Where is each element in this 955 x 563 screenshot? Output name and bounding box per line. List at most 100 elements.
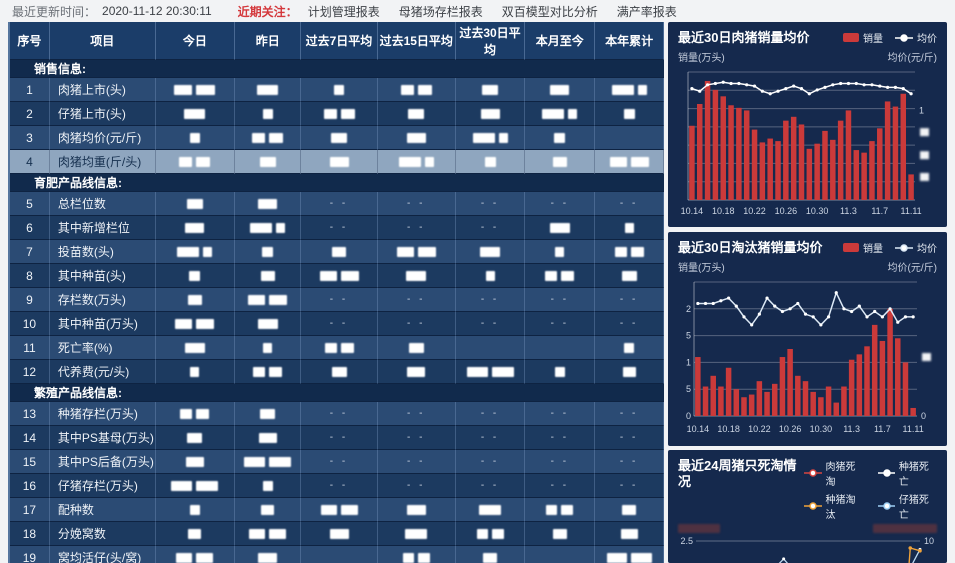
legend-item[interactable]: 销量 <box>843 240 883 255</box>
sales-bars[interactable] <box>689 80 914 200</box>
legend-ring-marker <box>804 469 822 477</box>
cell-value <box>235 192 302 216</box>
cell-value <box>595 240 664 264</box>
cell-value <box>235 360 302 384</box>
legend-item[interactable]: 销量 <box>843 30 883 45</box>
legend-line-marker <box>895 33 913 42</box>
table-row[interactable]: 7 投苗数(头) <box>10 240 664 264</box>
legend-item[interactable]: 肉猪死淘 <box>804 458 863 488</box>
x-axis-labels: 10.14 10.18 10.22 10.26 10.30 11.3 11.7 11.11 <box>687 424 924 434</box>
row-index: 13 <box>10 402 50 426</box>
redacted-value <box>262 246 274 257</box>
table-row[interactable]: 17 配种数 <box>10 498 664 522</box>
table-row[interactable]: 5 总栏位数 - -- -- -- -- - <box>10 192 664 216</box>
redacted-value <box>253 366 266 377</box>
redacted-value <box>406 132 426 143</box>
legend-item[interactable]: 种猪死亡 <box>877 458 937 488</box>
cell-value <box>377 498 456 522</box>
legend-item[interactable]: 仔猪死亡 <box>877 491 937 521</box>
legend-item-label: 销量 <box>863 244 883 255</box>
row-index: 10 <box>10 312 50 336</box>
cell-value: - - <box>525 426 596 450</box>
y-axis-label-right: 均价(元/斤) <box>887 53 937 64</box>
redacted-value <box>248 294 266 305</box>
svg-text:11.11: 11.11 <box>903 424 924 434</box>
redacted-value <box>405 528 428 539</box>
row-label: 其中种苗(头) <box>49 264 156 288</box>
column-header: 序号 <box>10 22 50 60</box>
redacted-value <box>331 366 347 377</box>
cell-value <box>235 240 302 264</box>
table-row[interactable]: 1 肉猪上市(头) <box>10 78 664 102</box>
legend-item[interactable]: 均价 <box>895 30 937 45</box>
row-index: 3 <box>10 126 50 150</box>
cell-value: - - <box>525 288 596 312</box>
table-row[interactable]: 11 死亡率(%) <box>10 336 664 360</box>
table-row[interactable]: 3 肉猪均价(元/斤) <box>10 126 664 150</box>
chart-plot-area: 10.14 10.18 10.22 10.26 10.30 11.3 11.7 11.11 1 <box>678 66 937 223</box>
redacted-value <box>561 270 575 281</box>
price-line[interactable] <box>690 80 913 96</box>
table-row[interactable]: 12 代养费(元/头) <box>10 360 664 384</box>
legend-item[interactable]: 种猪淘汰 <box>804 491 863 521</box>
svg-text:1: 1 <box>686 357 691 367</box>
redacted-value <box>630 552 652 563</box>
top-bar: 最近更新时间： 2020-11-12 20:30:11 近期关注： 计划管理报表… <box>0 0 955 22</box>
redacted-axis-value <box>922 353 931 362</box>
piglet-death-line[interactable] <box>695 547 922 563</box>
column-header: 项目 <box>49 22 156 60</box>
cell-value <box>301 498 378 522</box>
table-row[interactable]: 8 其中种苗(头) <box>10 264 664 288</box>
focus-link[interactable]: 满产率报表 <box>616 4 677 19</box>
redacted-value <box>637 84 647 95</box>
cell-value: - - <box>377 402 456 426</box>
section-header: 销售信息: <box>10 60 664 78</box>
cell-value <box>377 78 456 102</box>
table-row[interactable]: 9 存栏数(万头) - -- -- -- -- - <box>10 288 664 312</box>
redacted-value <box>396 246 414 257</box>
legend-item-label: 种猪淘汰 <box>825 495 856 521</box>
focus-link[interactable]: 计划管理报表 <box>307 4 380 19</box>
focus-link[interactable]: 双百模型对比分析 <box>501 4 598 19</box>
table-row[interactable]: 6 其中新增栏位 - -- -- - <box>10 216 664 240</box>
redacted-value <box>408 108 425 119</box>
table-row[interactable]: 16 仔猪存栏(万头) - -- -- -- -- - <box>10 474 664 498</box>
table-body: 销售信息: 1 肉猪上市(头) 2 仔猪上市(头) 3 肉猪均价(元/斤) 4 肉猪均重(斤/头… <box>10 60 664 563</box>
focus-links: 计划管理报表 母猪场存栏报表 双百模型对比分析 满产率报表 <box>308 3 696 20</box>
focus-link[interactable]: 母猪场存栏报表 <box>398 4 483 19</box>
redacted-value <box>622 504 637 515</box>
table-row[interactable]: 15 其中PS后备(万头) - -- -- -- -- - <box>10 450 664 474</box>
table-row[interactable]: 2 仔猪上市(头) <box>10 102 664 126</box>
table-row[interactable]: 10 其中种苗(万头) - -- -- -- -- - <box>10 312 664 336</box>
legend-item[interactable]: 均价 <box>895 240 937 255</box>
cell-value <box>595 360 664 384</box>
redacted-value <box>485 270 495 281</box>
redacted-value <box>614 246 627 257</box>
legend-item-label: 均价 <box>917 34 937 45</box>
redacted-value <box>630 156 649 167</box>
cell-value <box>301 360 378 384</box>
cell-value <box>455 78 526 102</box>
legend-item-label: 销量 <box>863 34 883 45</box>
redacted-value <box>189 504 200 515</box>
sow-cull-line[interactable] <box>889 546 922 563</box>
redacted-value <box>466 366 488 377</box>
row-label: 肉猪上市(头) <box>49 78 156 102</box>
table-row[interactable]: 19 窝均活仔(头/窝) <box>10 546 664 563</box>
cell-value <box>235 498 302 522</box>
cell-value <box>235 216 302 240</box>
table-row[interactable]: 14 其中PS基母(万头) - -- -- -- -- - <box>10 426 664 450</box>
price-line[interactable] <box>696 290 915 327</box>
redacted-value <box>484 156 496 167</box>
row-index: 1 <box>10 78 50 102</box>
redacted-value <box>482 84 499 95</box>
row-label: 窝均活仔(头/窝) <box>50 546 156 563</box>
table-row[interactable]: 13 种猪存栏(万头) - -- -- -- -- - <box>10 402 664 426</box>
table-row[interactable]: 18 分娩窝数 <box>10 522 664 546</box>
cell-value <box>377 102 456 126</box>
table-row[interactable]: 4 肉猪均重(斤/头) <box>10 150 664 174</box>
row-label: 存栏数(万头) <box>49 288 156 312</box>
column-header: 本年累计 <box>595 22 664 60</box>
sales-bars[interactable] <box>695 308 916 416</box>
redacted-value <box>171 480 193 491</box>
